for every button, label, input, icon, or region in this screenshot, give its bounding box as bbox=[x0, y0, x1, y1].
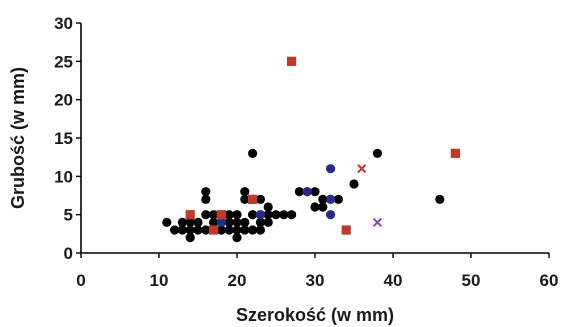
data-point bbox=[318, 202, 328, 212]
x-tick-label: 40 bbox=[384, 271, 403, 290]
data-points bbox=[162, 56, 460, 243]
data-point bbox=[216, 225, 226, 235]
x-axis-title: Szerokość (w mm) bbox=[236, 305, 394, 325]
data-point bbox=[201, 210, 211, 220]
data-point bbox=[201, 187, 211, 197]
data-point bbox=[372, 148, 382, 158]
data-point bbox=[255, 210, 265, 220]
data-point bbox=[271, 210, 281, 220]
data-point bbox=[240, 194, 250, 204]
data-point bbox=[248, 148, 258, 158]
data-point bbox=[193, 225, 203, 235]
x-tick-label: 50 bbox=[462, 271, 481, 290]
data-point bbox=[341, 225, 351, 235]
y-tick-label: 30 bbox=[54, 14, 73, 33]
data-point bbox=[263, 202, 273, 212]
data-point bbox=[349, 179, 359, 189]
x-tick-label: 60 bbox=[540, 271, 559, 290]
y-tick-label: 5 bbox=[64, 206, 73, 225]
data-point bbox=[177, 217, 187, 227]
data-point bbox=[170, 225, 180, 235]
x-tick-label: 30 bbox=[306, 271, 325, 290]
data-point bbox=[326, 194, 336, 204]
data-point bbox=[255, 217, 265, 227]
data-point bbox=[248, 225, 258, 235]
data-point bbox=[255, 225, 265, 235]
data-point bbox=[232, 210, 242, 220]
data-point bbox=[201, 225, 211, 235]
data-point bbox=[224, 210, 234, 220]
data-point bbox=[287, 56, 297, 66]
data-point bbox=[318, 194, 328, 204]
data-point bbox=[435, 194, 445, 204]
data-point bbox=[450, 148, 460, 158]
data-point bbox=[279, 210, 289, 220]
data-point bbox=[185, 210, 195, 220]
axis-ticks: 0 10 20 30 40 50 60 0 5 10 15 20 25 30 bbox=[54, 14, 558, 290]
data-point bbox=[326, 164, 336, 174]
data-point bbox=[185, 217, 195, 227]
data-point bbox=[310, 202, 320, 212]
data-point bbox=[209, 210, 219, 220]
data-point bbox=[232, 233, 242, 243]
data-point bbox=[326, 210, 336, 220]
data-point bbox=[255, 194, 265, 204]
data-point bbox=[185, 233, 195, 243]
data-point bbox=[216, 210, 226, 220]
data-point bbox=[372, 217, 382, 227]
data-point bbox=[240, 225, 250, 235]
x-tick-label: 0 bbox=[76, 271, 85, 290]
data-point bbox=[216, 217, 226, 227]
data-point bbox=[248, 194, 258, 204]
data-point bbox=[224, 225, 234, 235]
y-tick-label: 20 bbox=[54, 91, 73, 110]
data-point bbox=[294, 187, 304, 197]
data-point bbox=[185, 225, 195, 235]
data-point bbox=[357, 164, 367, 174]
data-point bbox=[248, 210, 258, 220]
data-point bbox=[232, 225, 242, 235]
data-point bbox=[240, 187, 250, 197]
y-tick-label: 15 bbox=[54, 129, 73, 148]
data-point bbox=[193, 217, 203, 227]
data-point bbox=[333, 194, 343, 204]
y-tick-label: 10 bbox=[54, 167, 73, 186]
data-point bbox=[287, 210, 297, 220]
y-axis-title: Grubość (w mm) bbox=[8, 67, 28, 209]
data-point bbox=[209, 225, 219, 235]
data-point bbox=[240, 217, 250, 227]
y-tick-label: 0 bbox=[64, 244, 73, 263]
data-point bbox=[162, 217, 172, 227]
data-point bbox=[263, 217, 273, 227]
data-point bbox=[310, 187, 320, 197]
x-tick-label: 10 bbox=[150, 271, 169, 290]
y-tick-label: 25 bbox=[54, 52, 73, 71]
data-point bbox=[177, 225, 187, 235]
data-point bbox=[263, 210, 273, 220]
data-point bbox=[224, 217, 234, 227]
data-point bbox=[201, 194, 211, 204]
data-point bbox=[209, 217, 219, 227]
data-point bbox=[302, 187, 312, 197]
data-point bbox=[232, 217, 242, 227]
x-tick-label: 20 bbox=[228, 271, 247, 290]
